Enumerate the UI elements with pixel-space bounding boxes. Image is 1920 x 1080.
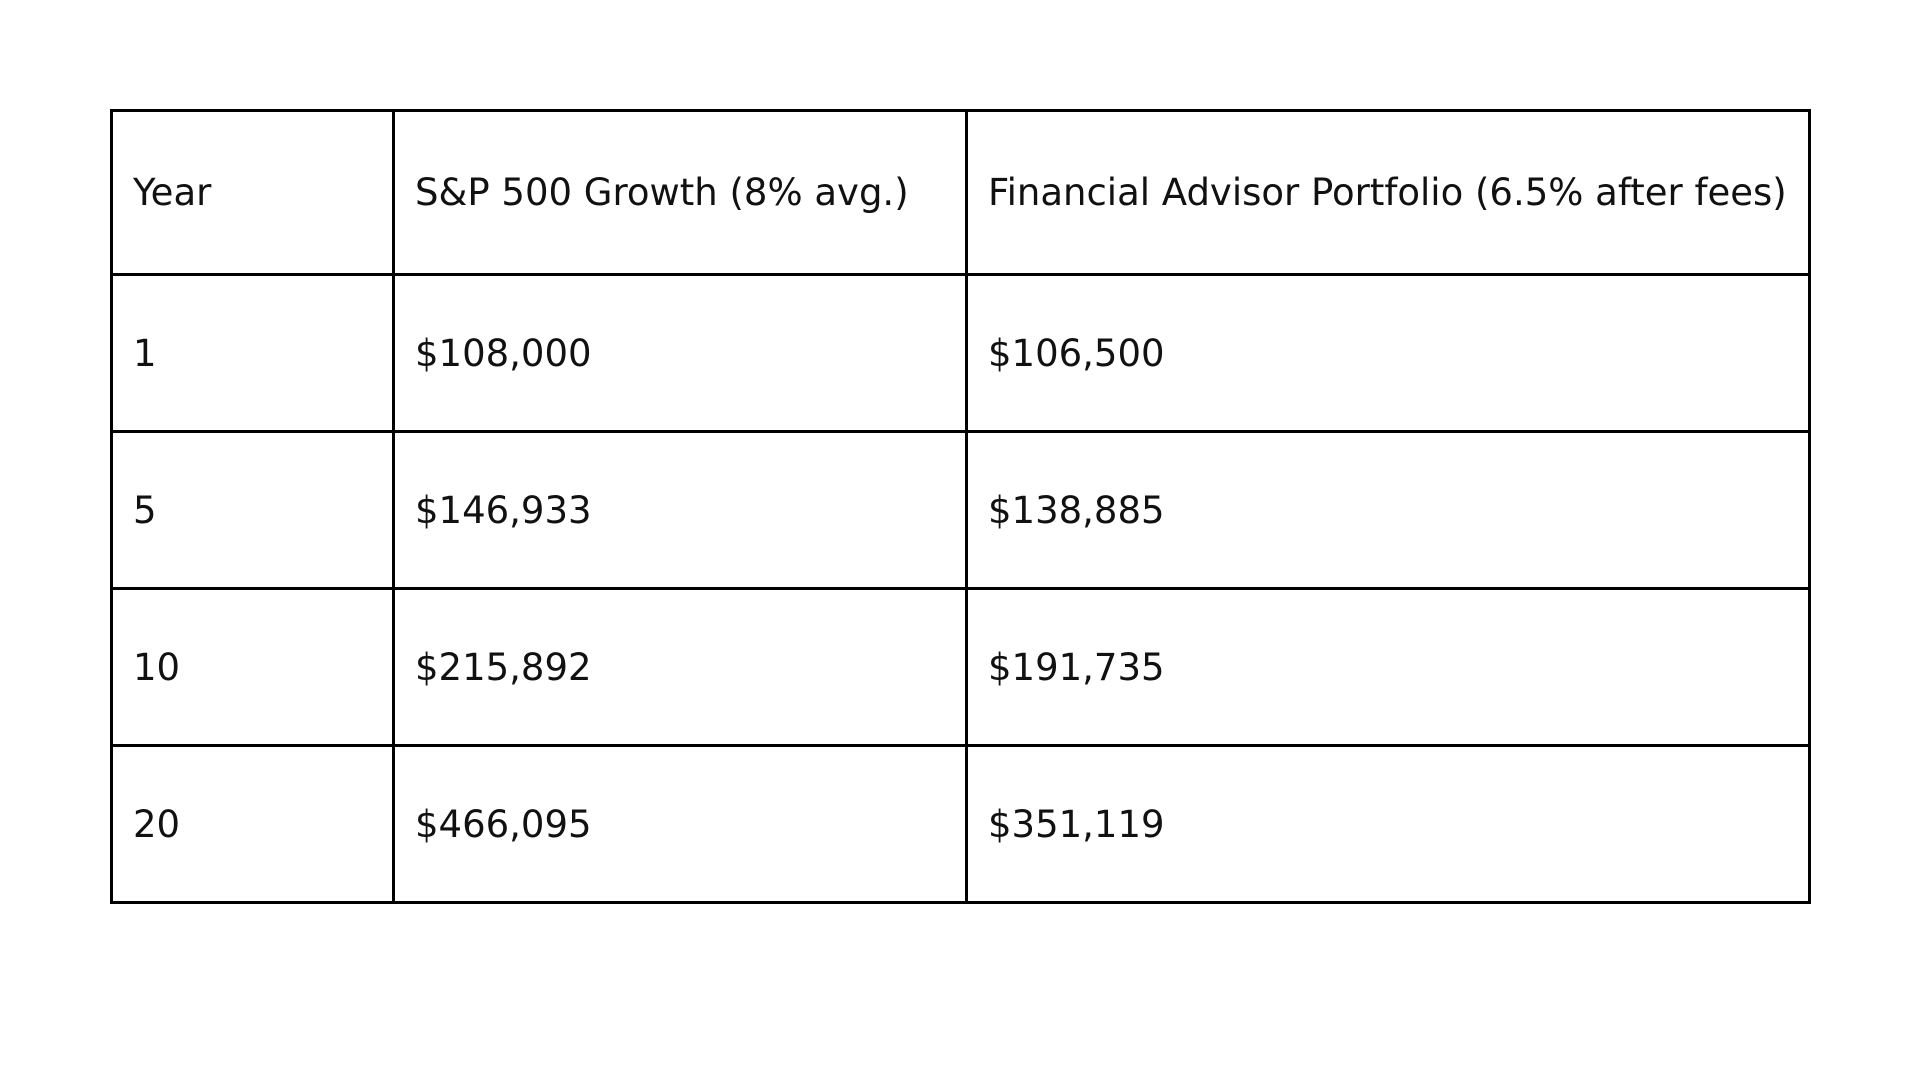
cell-sp500-value: $146,933 [392, 430, 968, 590]
comparison-table-container: Year S&P 500 Growth (8% avg.) Financial … [110, 109, 1811, 904]
header-year: Year [110, 109, 395, 276]
table-header-row: Year S&P 500 Growth (8% avg.) Financial … [110, 109, 1811, 276]
cell-year: 5 [110, 430, 395, 590]
growth-comparison-table: Year S&P 500 Growth (8% avg.) Financial … [110, 109, 1811, 904]
cell-year: 20 [110, 744, 395, 904]
table-row: 1 $108,000 $106,500 [110, 273, 1811, 433]
cell-advisor-value: $191,735 [965, 587, 1811, 747]
cell-sp500-value: $108,000 [392, 273, 968, 433]
cell-advisor-value: $106,500 [965, 273, 1811, 433]
table-row: 20 $466,095 $351,119 [110, 744, 1811, 904]
cell-advisor-value: $351,119 [965, 744, 1811, 904]
cell-advisor-value: $138,885 [965, 430, 1811, 590]
header-sp500-growth: S&P 500 Growth (8% avg.) [392, 109, 968, 276]
cell-sp500-value: $215,892 [392, 587, 968, 747]
cell-year: 1 [110, 273, 395, 433]
table-row: 10 $215,892 $191,735 [110, 587, 1811, 747]
cell-year: 10 [110, 587, 395, 747]
header-advisor-portfolio: Financial Advisor Portfolio (6.5% after … [965, 109, 1811, 276]
cell-sp500-value: $466,095 [392, 744, 968, 904]
table-row: 5 $146,933 $138,885 [110, 430, 1811, 590]
